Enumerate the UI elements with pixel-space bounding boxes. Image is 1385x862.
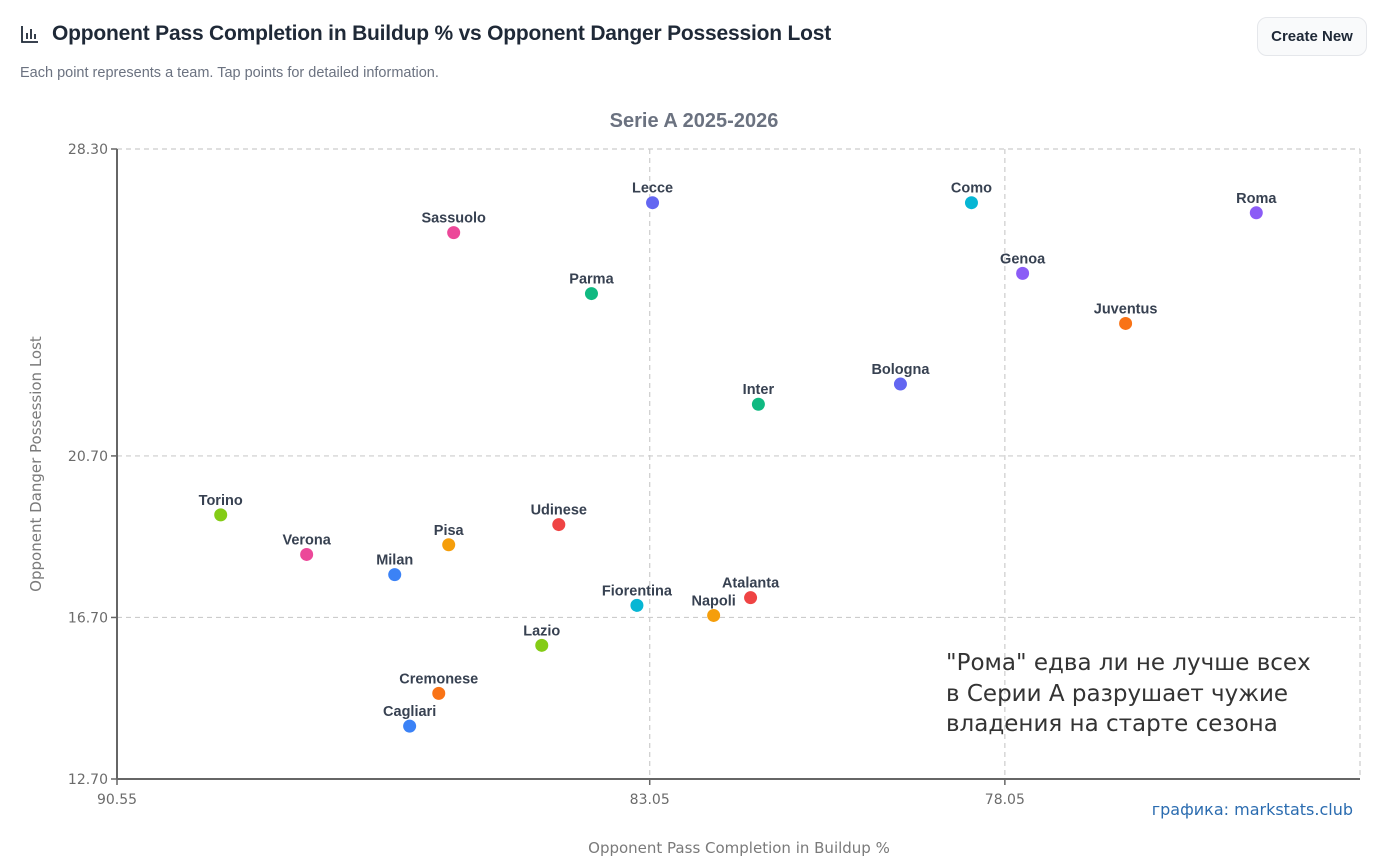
create-new-button[interactable]: Create New (1257, 17, 1367, 56)
point-label: Fiorentina (602, 583, 673, 599)
data-point-lecce[interactable]: Lecce (632, 181, 673, 210)
bar-chart-icon (20, 24, 40, 44)
data-point-bologna[interactable]: Bologna (871, 362, 930, 391)
point-label: Sassuolo (421, 211, 486, 227)
data-point-atalanta[interactable]: Atalanta (722, 576, 780, 605)
annotation-text: "Рома" едва ли не лучше всех в Серии А р… (946, 650, 1318, 737)
data-point-sassuolo[interactable]: Sassuolo (421, 211, 486, 240)
data-point-verona[interactable]: Verona (282, 532, 332, 561)
data-point-udinese[interactable]: Udinese (531, 503, 587, 532)
point-label: Lazio (523, 623, 560, 639)
point-marker[interactable] (707, 608, 721, 622)
annotation-line-1: "Рома" едва ли не лучше всех (946, 650, 1311, 676)
x-axis-title: Opponent Pass Completion in Buildup % (588, 839, 890, 857)
point-label: Atalanta (722, 576, 780, 592)
x-tick-label: 83.05 (630, 792, 670, 808)
data-point-napoli[interactable]: Napoli (691, 593, 736, 622)
y-tick-label: 28.30 (68, 142, 108, 158)
chart-header: Opponent Pass Completion in Buildup % vs… (20, 22, 831, 46)
y-tick-label: 16.70 (68, 610, 108, 626)
x-tick-label: 90.55 (97, 792, 137, 808)
y-axis-title: Opponent Danger Possession Lost (27, 336, 45, 592)
data-point-parma[interactable]: Parma (569, 272, 615, 301)
data-point-fiorentina[interactable]: Fiorentina (602, 583, 673, 612)
point-marker[interactable] (403, 719, 417, 733)
data-point-juventus[interactable]: Juventus (1094, 301, 1158, 330)
point-marker[interactable] (744, 591, 758, 605)
annotation-line-2: в Серии А разрушает чужие (946, 681, 1288, 707)
point-marker[interactable] (1249, 206, 1263, 220)
data-point-lazio[interactable]: Lazio (523, 623, 560, 652)
data-point-roma[interactable]: Roma (1236, 191, 1277, 220)
point-label: Genoa (1000, 251, 1046, 267)
point-marker[interactable] (388, 568, 402, 582)
point-marker[interactable] (584, 287, 598, 301)
grid-lines (117, 148, 1361, 779)
point-marker[interactable] (630, 598, 644, 612)
point-marker[interactable] (751, 397, 765, 411)
point-marker[interactable] (964, 196, 978, 210)
point-marker[interactable] (1119, 316, 1133, 330)
page-subtitle: Each point represents a team. Tap points… (20, 65, 439, 81)
point-label: Bologna (871, 362, 930, 378)
data-point-genoa[interactable]: Genoa (1000, 251, 1046, 280)
data-point-milan[interactable]: Milan (376, 553, 413, 582)
y-tick-label: 20.70 (68, 449, 108, 465)
data-points: Torino Verona Milan Pisa Udinese Fiorentina Na… (199, 181, 1277, 733)
point-label: Lecce (632, 181, 673, 197)
point-label: Cagliari (383, 704, 436, 720)
point-marker[interactable] (1016, 266, 1030, 280)
point-label: Napoli (691, 593, 735, 609)
point-label: Udinese (531, 503, 587, 519)
data-point-como[interactable]: Como (951, 181, 992, 210)
point-label: Juventus (1094, 301, 1158, 317)
axis-ticks: 28.30 20.70 16.70 12.70 90.55 83.05 78.05 (68, 142, 1025, 808)
credit-text[interactable]: графика: markstats.club (1152, 800, 1353, 819)
data-point-pisa[interactable]: Pisa (434, 523, 465, 552)
point-label: Parma (569, 272, 614, 288)
chart-title: Serie A 2025-2026 (610, 110, 779, 132)
point-label: Cremonese (399, 671, 478, 687)
point-label: Torino (199, 493, 243, 509)
page-title: Opponent Pass Completion in Buildup % vs… (52, 22, 832, 45)
point-label: Como (951, 181, 992, 197)
point-label: Roma (1236, 191, 1277, 207)
point-marker[interactable] (300, 547, 314, 561)
point-marker[interactable] (535, 638, 549, 652)
x-tick-label: 78.05 (985, 792, 1025, 808)
point-label: Verona (282, 532, 331, 548)
point-marker[interactable] (552, 518, 566, 532)
data-point-inter[interactable]: Inter (743, 382, 775, 411)
y-tick-label: 12.70 (68, 772, 108, 788)
data-point-cremonese[interactable]: Cremonese (399, 671, 478, 700)
point-label: Inter (743, 382, 775, 398)
point-label: Pisa (434, 523, 465, 539)
data-point-cagliari[interactable]: Cagliari (383, 704, 436, 733)
point-marker[interactable] (214, 508, 228, 522)
data-point-torino[interactable]: Torino (199, 493, 243, 522)
annotation-line-3: владения на старте сезона (946, 711, 1278, 737)
point-marker[interactable] (447, 226, 461, 240)
point-label: Milan (376, 553, 413, 569)
point-marker[interactable] (893, 377, 907, 391)
point-marker[interactable] (432, 686, 446, 700)
point-marker[interactable] (442, 538, 456, 552)
point-marker[interactable] (646, 196, 660, 210)
